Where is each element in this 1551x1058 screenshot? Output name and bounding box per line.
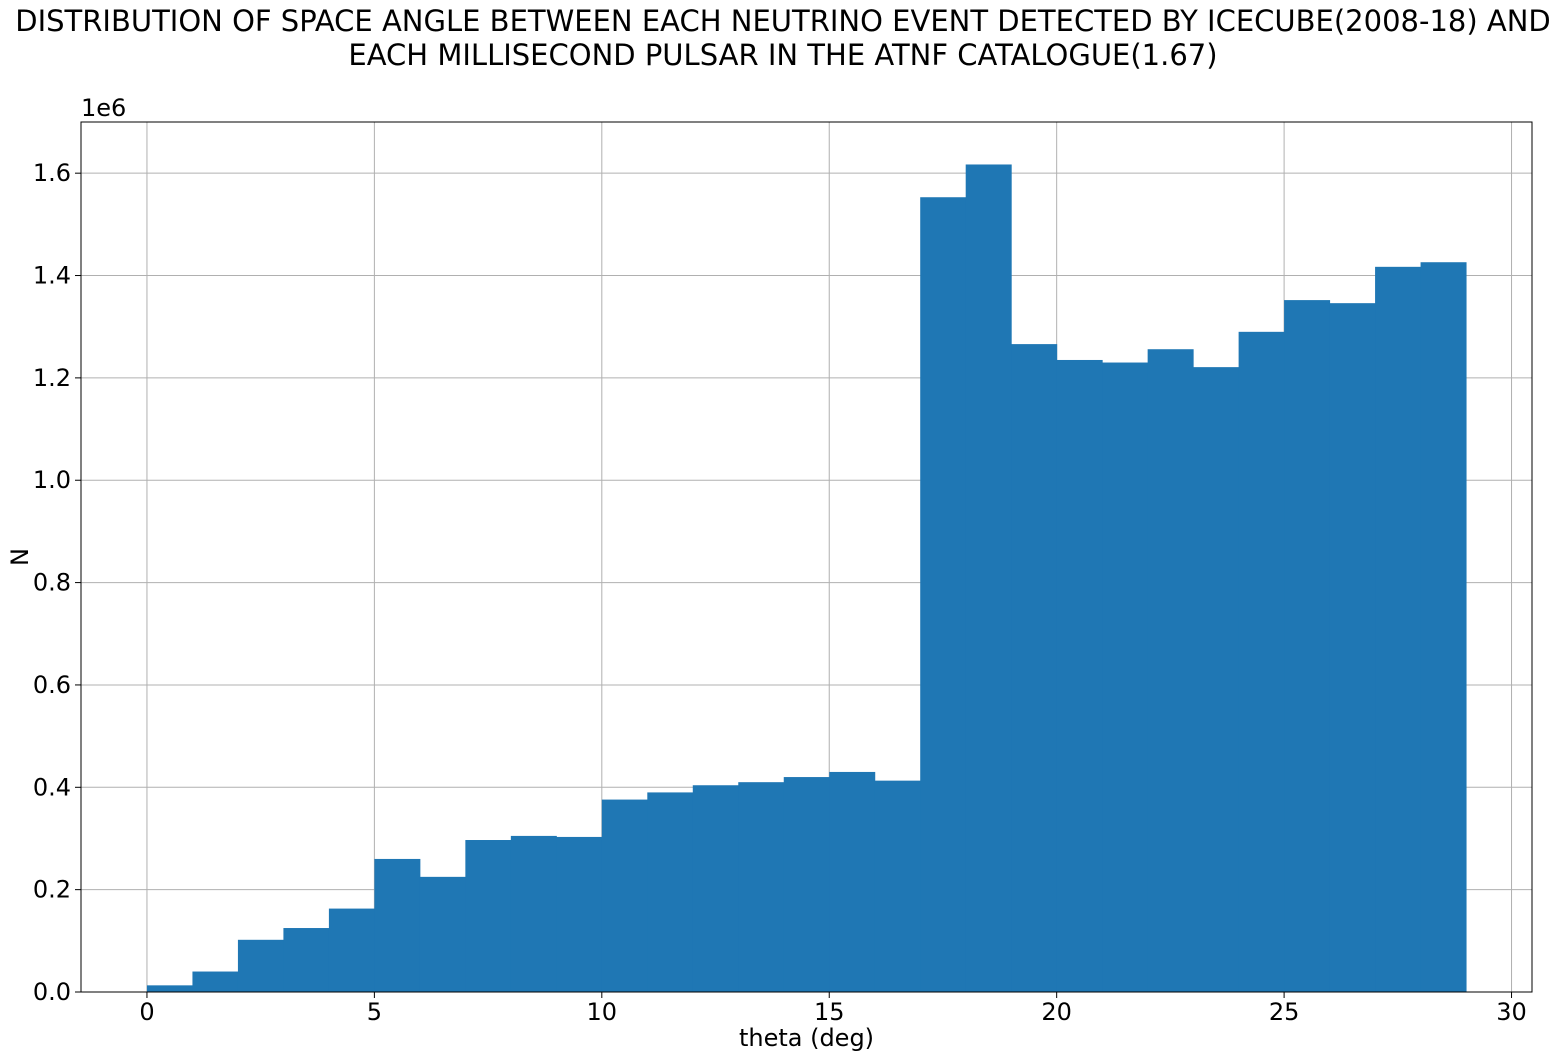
x-tick-label: 20 xyxy=(1041,998,1072,1026)
histogram-bar xyxy=(1193,367,1240,993)
histogram-bar xyxy=(1011,344,1058,992)
x-tick-label: 5 xyxy=(367,998,382,1026)
histogram-bar xyxy=(283,928,330,992)
histogram-bar xyxy=(1329,303,1376,993)
histogram-bar xyxy=(738,782,785,992)
histogram-bar xyxy=(965,164,1012,993)
y-scale-label: 1e6 xyxy=(81,94,126,122)
histogram-bar xyxy=(874,780,921,992)
histogram-bar xyxy=(419,876,466,992)
y-tick-label: 0.4 xyxy=(33,773,71,801)
y-tick-label: 0.0 xyxy=(33,978,71,1006)
histogram-bar xyxy=(465,840,512,992)
bars-layer xyxy=(146,164,1467,993)
y-tick-label: 0.2 xyxy=(33,876,71,904)
ticks-layer: 0 5 10 15 20 25 30 0.0 0.2 0.4 0.6 0.8 1.0 1.2 1.4 1.6 xyxy=(33,159,1527,1026)
histogram-bar xyxy=(1284,300,1331,992)
y-tick-label: 1.6 xyxy=(33,159,71,187)
y-axis-label: N xyxy=(6,548,34,566)
histogram-bar xyxy=(192,971,239,992)
x-tick-label: 25 xyxy=(1269,998,1300,1026)
chart-title-line-1: DISTRIBUTION OF SPACE ANGLE BETWEEN EACH… xyxy=(15,4,1551,38)
histogram-bar xyxy=(556,836,603,992)
histogram-bar xyxy=(237,939,284,992)
histogram-bar xyxy=(1056,359,1103,992)
histogram-bar xyxy=(692,785,739,992)
histogram-bar xyxy=(829,771,876,992)
histogram-bar xyxy=(1102,362,1149,992)
plot-frame xyxy=(80,121,1533,993)
histogram-bar xyxy=(146,985,193,992)
x-tick-label: 0 xyxy=(139,998,154,1026)
histogram-bar xyxy=(601,799,648,992)
y-tick-label: 0.6 xyxy=(33,671,71,699)
y-tick-label: 1.2 xyxy=(33,364,71,392)
y-tick-label: 1.0 xyxy=(33,466,71,494)
x-tick-label: 30 xyxy=(1496,998,1527,1026)
histogram-bar xyxy=(510,835,557,992)
histogram-bar xyxy=(1375,266,1422,992)
y-tick-label: 1.4 xyxy=(33,262,71,290)
histogram-bar xyxy=(1420,262,1467,993)
histogram-bar xyxy=(920,197,967,992)
histogram-bar xyxy=(1147,349,1194,993)
y-tick-label: 0.8 xyxy=(33,569,71,597)
x-tick-label: 15 xyxy=(814,998,845,1026)
histogram-bar xyxy=(1238,331,1285,993)
histogram-bar xyxy=(374,858,421,992)
histogram-bar xyxy=(647,792,694,992)
x-axis-label: theta (deg) xyxy=(739,1024,874,1052)
histogram-bar xyxy=(783,777,830,992)
chart-title-line-2: EACH MILLISECOND PULSAR IN THE ATNF CATA… xyxy=(348,38,1218,72)
x-tick-label: 10 xyxy=(587,998,618,1026)
chart-title: DISTRIBUTION OF SPACE ANGLE BETWEEN EACH… xyxy=(0,4,1551,72)
histogram-bar xyxy=(328,908,375,992)
